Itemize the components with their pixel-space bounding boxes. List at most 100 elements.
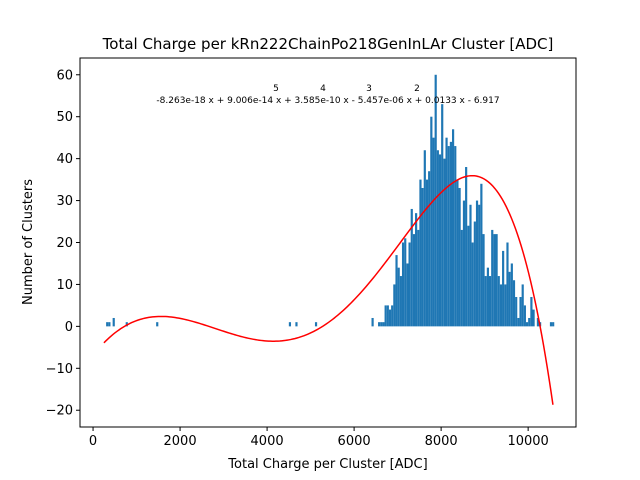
histogram-bar-7 [314,322,318,327]
histogram-bar-28 [419,179,422,327]
fit-exponent-0: 5 [273,84,279,94]
histogram-bar-15 [391,305,394,327]
x-tick-label-6000: 6000 [338,434,371,449]
y-tick-label-50: 50 [56,110,73,125]
histogram-bar-48 [462,200,466,327]
histogram-bar-61 [491,229,494,327]
histogram-bar-27 [417,229,420,327]
y-tick-label-40: 40 [56,152,73,167]
histogram-bar-84 [552,322,555,327]
histogram-bar-34 [432,137,435,327]
histogram-bar-5 [288,322,292,327]
histogram-bar-66 [502,250,505,327]
histogram-bar-70 [510,263,513,327]
histogram-bar-44 [454,146,457,327]
chart-title: Total Charge per kRn222ChainPo218GenInLA… [102,35,554,53]
histogram-bar-74 [519,297,522,327]
histogram-bar-35 [434,74,437,327]
histogram-bar-75 [521,284,524,327]
y-tick-label-10: 10 [56,278,73,293]
histogram-bar-79 [530,297,533,327]
histogram-bar-31 [425,179,429,327]
histogram-bar-30 [423,150,426,327]
y-tick-label--10: −10 [46,362,73,377]
histogram-bar-26 [415,213,418,327]
x-tick-label-0: 0 [89,434,97,449]
histogram-bar-38 [441,104,444,327]
histogram-bar-37 [438,154,442,327]
histogram-bar-17 [395,255,398,327]
x-axis-label: Total Charge per Cluster [ADC] [227,457,427,472]
histogram-bar-76 [523,305,526,327]
histogram-bar-29 [421,187,424,327]
histogram-bar-57 [482,234,485,327]
histogram-bar-39 [443,158,446,327]
y-tick-label-30: 30 [56,194,73,209]
histogram-bar-25 [412,234,416,327]
fit-exponent-2: 3 [366,84,372,94]
histogram-bar-49 [465,167,468,327]
histogram-bar-6 [295,322,298,327]
x-tick-label-2000: 2000 [164,434,197,449]
histogram-bar-1 [108,322,111,327]
histogram-bars [106,74,555,327]
y-axis-ticks: −20 −10 0 10 20 30 40 50 60 [46,68,80,419]
fit-exponent-3: 2 [414,84,420,94]
fit-curve [103,174,554,405]
y-tick-label-0: 0 [65,320,73,335]
histogram-bar-11 [382,322,385,327]
histogram-bar-83 [549,322,553,327]
histogram-bar-60 [488,276,492,327]
histogram-bar-12 [384,305,387,327]
histogram-bar-8 [371,317,374,327]
histogram-bar-18 [397,267,400,327]
histogram-bar-68 [506,242,509,327]
fit-equation-annotation: -8.263e-18 x + 9.006e-14 x + 3.585e-10 x… [156,84,499,106]
histogram-bar-67 [504,284,507,327]
histogram-bar-21 [404,238,407,327]
histogram-bar-36 [436,150,439,327]
histogram-bar-56 [480,183,483,327]
fit-equation-exponents: 5 4 3 2 [273,84,420,94]
histogram-bar-46 [458,187,461,327]
histogram-bar-9 [378,322,381,327]
histogram-bar-41 [447,146,450,327]
histogram-bar-32 [428,171,431,327]
fit-exponent-1: 4 [320,84,326,94]
histogram-bar-53 [473,221,476,327]
histogram-bar-4 [156,322,159,327]
histogram-bar-10 [380,322,383,327]
histogram-bar-2 [112,317,115,327]
histogram-bar-58 [484,276,487,327]
histogram-bar-81 [536,317,540,327]
histogram-bar-20 [401,242,405,327]
histogram-bar-40 [445,137,448,327]
histogram-bar-78 [528,317,531,327]
x-tick-label-8000: 8000 [425,434,458,449]
y-tick-label--20: −20 [46,404,73,419]
histogram-bar-55 [478,204,481,327]
histogram-bar-23 [408,242,411,327]
fit-equation-text: -8.263e-18 x + 9.006e-14 x + 3.585e-10 x… [156,96,499,106]
x-tick-label-4000: 4000 [251,434,284,449]
histogram-bar-14 [388,309,392,327]
histogram-bar-50 [467,225,470,327]
histogram-bar-65 [499,284,503,327]
histogram-bar-52 [471,242,474,327]
histogram-bar-71 [512,280,516,327]
histogram-bar-22 [406,263,409,327]
histogram-bar-42 [449,141,452,327]
y-tick-label-60: 60 [56,68,73,83]
histogram-bar-13 [386,305,389,327]
x-tick-label-10000: 10000 [507,434,548,449]
histogram-bar-54 [475,200,479,327]
histogram-bar-45 [456,179,459,327]
histogram-bar-80 [532,309,535,327]
histogram-bar-73 [517,317,520,327]
histogram-bar-47 [460,229,463,327]
y-axis-label: Number of Clusters [21,179,36,305]
histogram-bar-64 [497,276,500,327]
histogram-bar-19 [399,276,402,327]
